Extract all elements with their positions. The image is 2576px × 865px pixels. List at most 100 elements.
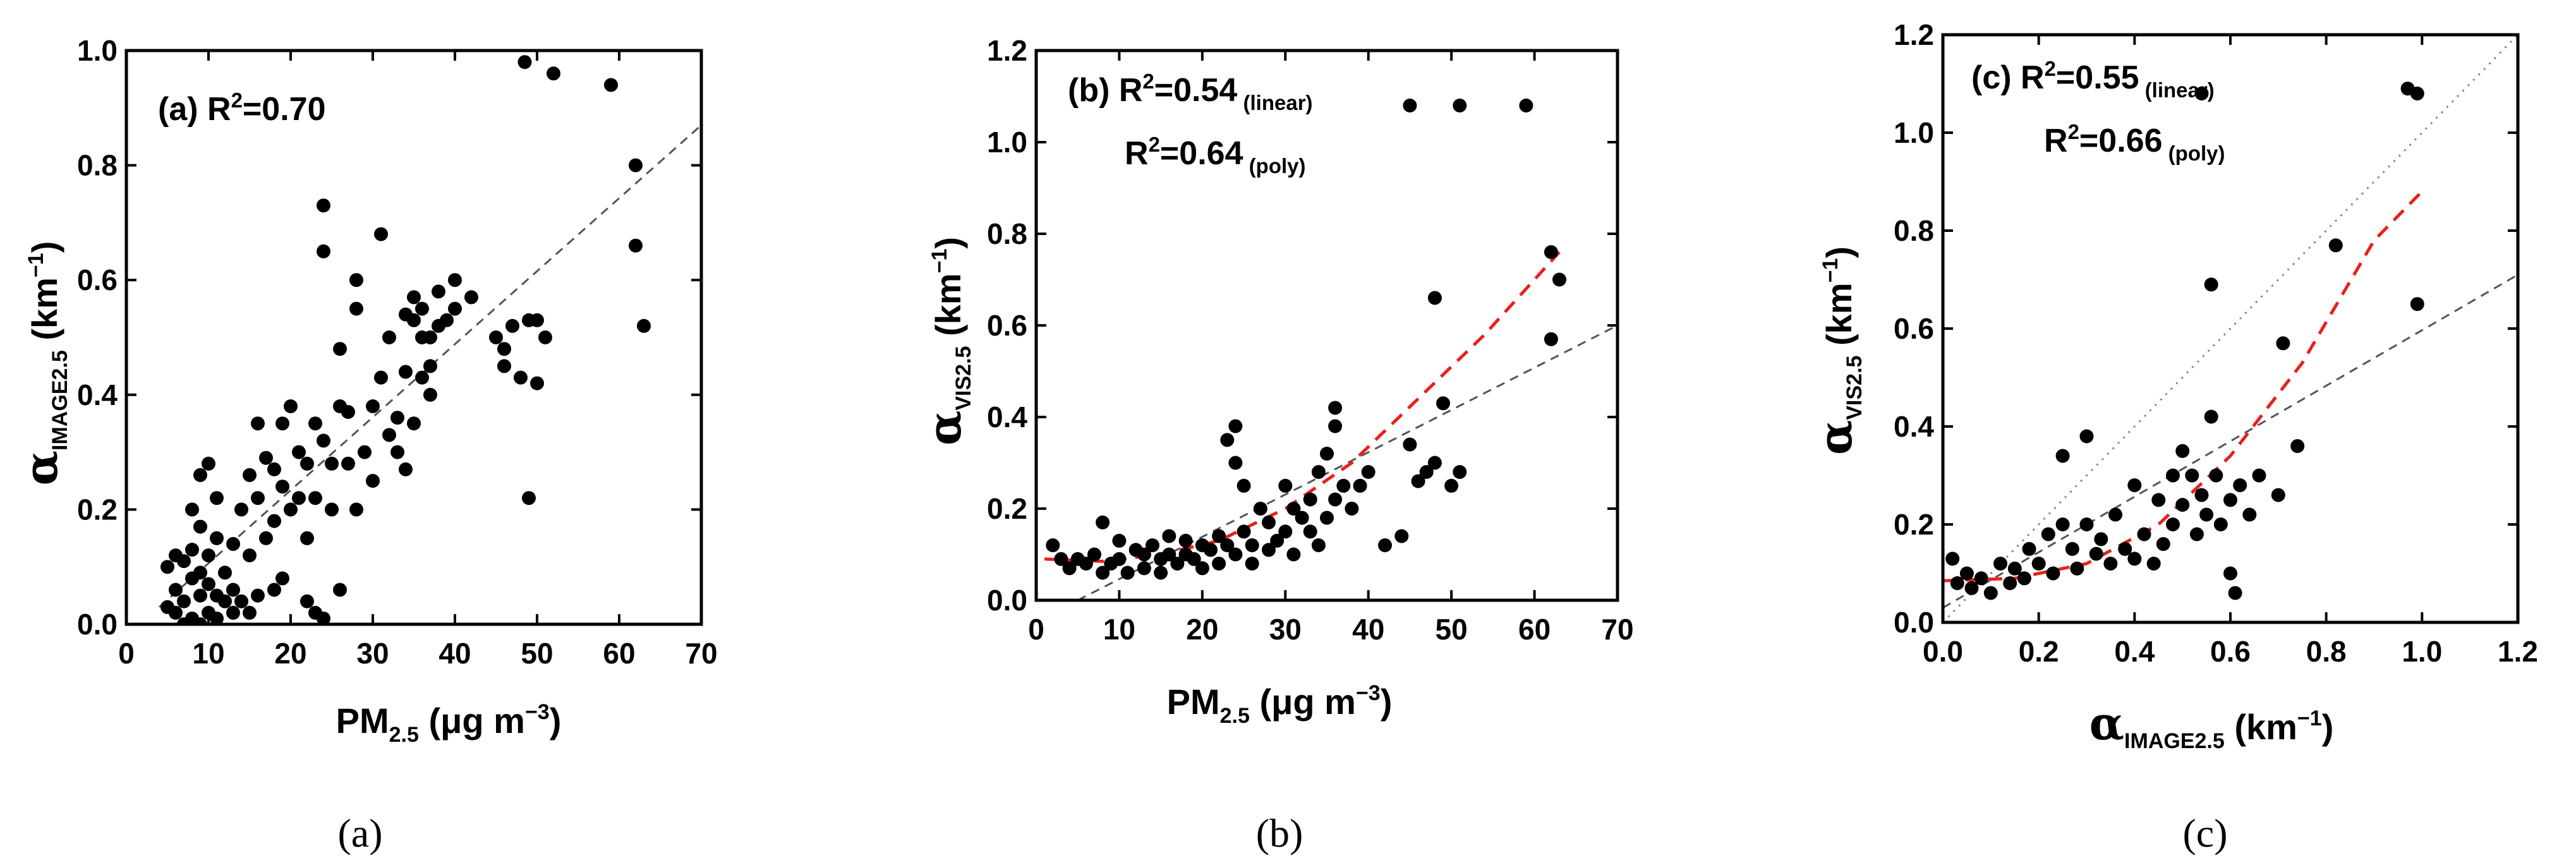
panel-b-point-23 [1187, 552, 1201, 566]
panel-b-point-14 [1137, 547, 1151, 562]
panel-b-point-64 [1419, 465, 1434, 479]
panel-b-point-0 [1046, 538, 1060, 552]
panel-a-caption: (a) [337, 811, 382, 856]
panel-c-point-35 [2185, 468, 2199, 483]
panel-a-point-109 [604, 78, 618, 92]
panel-b-ytick-label-2: 0.4 [987, 401, 1027, 433]
panel-c-point-0 [1945, 552, 1960, 566]
panel-c-ytick-label-1: 0.2 [1894, 508, 1934, 541]
panel-c-point-34 [2175, 498, 2190, 512]
panel-a-point-44 [275, 416, 289, 431]
panel-c-r2-poly-annotation: R2=0.66 (poly) [2044, 120, 2225, 165]
panel-a-xlabel: PM2.5 (μg m−3) [336, 700, 562, 747]
panel-a-xtick-label-5: 50 [521, 637, 553, 670]
panel-a-xtick-label-4: 40 [438, 637, 471, 670]
panel-b-point-52 [1320, 511, 1334, 525]
panel-a-point-106 [538, 330, 552, 344]
panel-b-ytick-label-6: 1.2 [987, 34, 1027, 67]
panel-a-point-104 [530, 376, 544, 390]
panel-a-point-16 [193, 617, 207, 624]
panel-c-xlabel: αIMAGE2.5 (km−1) [2089, 696, 2334, 753]
panel-c-point-22 [2103, 557, 2118, 571]
panel-a-point-92 [432, 284, 445, 299]
panel-b-point-7 [1096, 566, 1110, 580]
panel-b-point-26 [1204, 543, 1218, 557]
panel-b-point-10 [1112, 552, 1127, 566]
panel-a-point-32 [243, 468, 257, 482]
panel-a-point-76 [382, 330, 396, 344]
panel-b-ytick-label-3: 0.6 [987, 309, 1027, 342]
panel-a-point-61 [325, 502, 339, 517]
panel-a-xtick-label-0: 0 [118, 637, 135, 670]
panel-b-point-11 [1120, 566, 1135, 580]
panel-a-xtick-label-2: 20 [274, 637, 306, 670]
panel-a-point-37 [251, 588, 265, 603]
panel-b-point-61 [1394, 529, 1409, 543]
panel-b-ytick-label-5: 1.0 [987, 126, 1027, 159]
panel-b-point-29 [1220, 433, 1235, 447]
panel-a-point-94 [448, 273, 462, 287]
panel-a-point-64 [333, 342, 347, 356]
panel-b-point-70 [1403, 99, 1417, 112]
panel-a-point-0 [160, 560, 174, 574]
panel-a-point-84 [407, 416, 421, 431]
panel-a-point-12 [193, 468, 207, 482]
panel-c-point-53 [2194, 87, 2209, 100]
panel-a-point-88 [423, 330, 437, 344]
panel-a-point-72 [366, 474, 380, 488]
panel-b-point-56 [1336, 478, 1351, 493]
panel-a-point-108 [547, 66, 560, 81]
panel-a-point-18 [202, 548, 215, 562]
panel-c-point-5 [1983, 586, 1998, 600]
panel-c-points [1945, 82, 2424, 600]
panel-a-ytick-label-2: 0.4 [77, 378, 118, 411]
panel-a-point-105 [530, 313, 544, 327]
panel-a-point-112 [637, 318, 651, 333]
panel-c-point-43 [2223, 493, 2237, 507]
panel-b-point-51 [1320, 447, 1334, 461]
panel-b-ylabel: αVIS2.5 (km−1) [917, 237, 976, 445]
panel-c-ytick-label-4: 0.8 [1894, 214, 1934, 247]
panel-b-point-45 [1286, 547, 1301, 562]
panel-c-point-10 [2022, 541, 2036, 556]
panel-b-point-28 [1212, 557, 1226, 571]
panel-b-point-62 [1403, 437, 1417, 452]
panel-a-point-39 [259, 451, 273, 465]
panel-b-point-6 [1096, 515, 1110, 529]
panel-b-point-71 [1453, 99, 1467, 112]
panel-b-point-34 [1237, 478, 1251, 493]
panel-c-point-55 [2410, 87, 2424, 100]
panel-a-point-89 [423, 359, 437, 373]
panel-b-point-46 [1295, 511, 1309, 525]
panel-c-point-42 [2213, 517, 2228, 531]
panel-c-point-36 [2189, 527, 2204, 541]
panel-a-point-35 [251, 416, 265, 431]
panel-b-point-57 [1345, 502, 1359, 516]
panel-c-point-19 [2079, 517, 2094, 531]
panel-b-point-17 [1154, 566, 1168, 580]
panel-a-point-90 [423, 387, 437, 402]
panel-b-xtick-label-0: 0 [1028, 613, 1044, 646]
panel-b-xtick-label-1: 10 [1103, 613, 1135, 646]
panel-a-point-20 [202, 577, 215, 591]
panel-c-point-25 [2127, 478, 2142, 492]
panel-c-point-56 [2410, 297, 2424, 312]
panel-a-point-49 [292, 445, 306, 459]
panel-a-point-100 [505, 318, 519, 333]
panel-c-point-7 [2003, 576, 2017, 590]
panel-a-point-29 [226, 605, 240, 620]
panel-b-point-39 [1262, 515, 1276, 529]
panel-b-ytick-label-0: 0.0 [987, 584, 1027, 617]
panel-a-point-28 [226, 583, 240, 597]
panel-a-point-68 [349, 273, 363, 287]
panel-b-point-63 [1411, 474, 1425, 488]
panel-b-point-13 [1137, 561, 1151, 576]
panel-a-point-81 [399, 462, 413, 476]
panel-b-point-35 [1237, 524, 1251, 539]
panel-b-point-19 [1162, 529, 1176, 543]
panel-a-point-96 [464, 290, 478, 305]
panel-b-point-72 [1519, 99, 1533, 112]
panel-a: αIMAGE2.5 (km−1) PM2.5 (μg m−3) (a) R2=0… [14, 34, 718, 856]
panel-b-point-69 [1453, 465, 1467, 479]
